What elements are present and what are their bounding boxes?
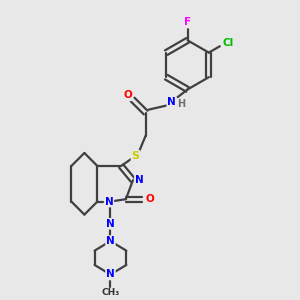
- Text: N: N: [105, 196, 113, 206]
- Text: O: O: [145, 194, 154, 204]
- Text: N: N: [167, 98, 176, 107]
- Text: O: O: [123, 90, 132, 100]
- Text: S: S: [132, 151, 140, 161]
- Text: H: H: [177, 99, 185, 109]
- Text: N: N: [106, 269, 115, 280]
- Text: F: F: [184, 17, 191, 27]
- Text: CH₃: CH₃: [101, 289, 120, 298]
- Text: N: N: [106, 236, 115, 246]
- Text: N: N: [135, 175, 144, 185]
- Text: N: N: [106, 219, 115, 229]
- Text: Cl: Cl: [223, 38, 234, 48]
